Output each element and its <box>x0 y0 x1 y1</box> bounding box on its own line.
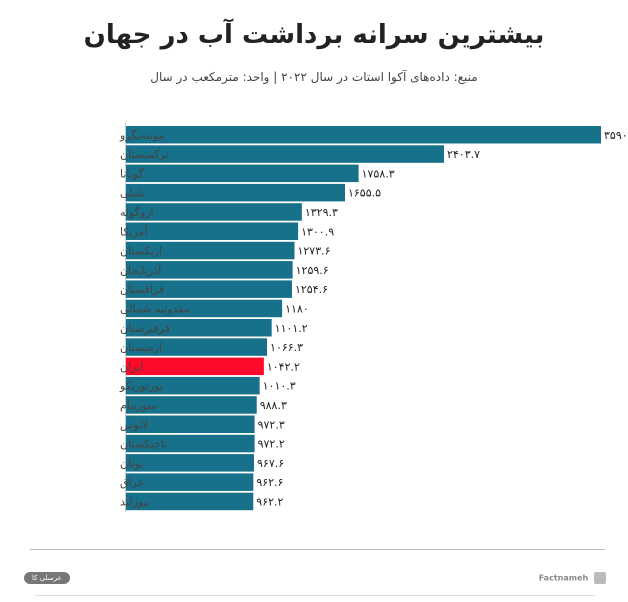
category-label: قزاقستان <box>120 283 164 296</box>
bar <box>126 299 283 318</box>
value-label: ۹۷۲.۲ <box>258 438 285 451</box>
bar <box>126 126 601 144</box>
value-label: ۹۸۸.۳ <box>260 399 287 412</box>
divider <box>30 549 605 550</box>
category-label: گویانا <box>120 167 145 180</box>
value-label: ۹۶۲.۲ <box>256 495 283 508</box>
category-label: پورتوریکو <box>119 380 163 393</box>
value-label: ۲۴۰۳.۷ <box>447 148 480 161</box>
value-label: ۱۰۱۰.۳ <box>263 380 296 393</box>
value-label: ۱۱۰۱.۲ <box>275 322 308 335</box>
category-label: مونته‌نگرو <box>119 129 164 142</box>
bar <box>126 203 302 221</box>
category-label: مقدونیه شمالی <box>120 302 190 315</box>
value-label: ۱۰۶۶.۳ <box>270 341 303 354</box>
bar <box>126 261 293 279</box>
bar <box>126 145 444 163</box>
bar <box>126 183 345 202</box>
brand: Factnameh <box>539 572 606 584</box>
value-label: ۹۶۲.۶ <box>256 476 283 489</box>
value-label: ۱۶۵۵.۵ <box>348 187 381 200</box>
value-label: ۱۳۲۹.۳ <box>305 206 338 219</box>
bar <box>126 280 292 298</box>
bar <box>126 434 255 453</box>
bar <box>126 492 254 511</box>
category-label: نیوزلند <box>120 495 150 508</box>
value-label: ۱۲۵۴.۶ <box>295 283 328 296</box>
category-label: ازبکستان <box>120 245 162 258</box>
value-label: ۱۲۵۹.۶ <box>296 264 329 277</box>
bar <box>126 473 254 491</box>
category-label: آذربایجان <box>120 263 162 277</box>
category-label: شیلی <box>120 187 145 200</box>
bar <box>126 222 299 240</box>
bar <box>126 396 257 414</box>
value-label: ۹۷۲.۳ <box>258 418 285 431</box>
bar <box>126 357 264 376</box>
category-label: لائوس <box>120 418 148 431</box>
value-label: ۱۰۴۲.۲ <box>267 360 300 373</box>
category-label: عراق <box>120 476 144 489</box>
chart-title: بیشترین سرانه برداشت آب در جهان <box>83 20 545 50</box>
value-label: ۹۶۷.۶ <box>257 457 284 470</box>
bar <box>126 241 295 260</box>
bar <box>126 338 268 356</box>
bar <box>126 415 255 433</box>
category-label: ایران <box>120 360 143 373</box>
category-label: یونان <box>120 457 143 470</box>
brand-logo-icon <box>594 572 606 584</box>
license-badge[interactable]: عرسلی کا <box>24 572 70 584</box>
bar <box>126 454 255 472</box>
chart-subtitle: منبع: داده‌های آکوا استات در سال ۲۰۲۲ | … <box>150 70 478 84</box>
divider <box>35 595 595 596</box>
category-label: قرقیزستان <box>120 322 170 335</box>
value-label: ۱۳۰۰.۹ <box>301 225 334 238</box>
category-label: آمریکا <box>120 224 148 238</box>
category-label: ارمنستان <box>120 341 162 354</box>
value-label: ۳۵۹۰.۷ <box>604 129 628 142</box>
bar <box>126 376 260 395</box>
category-label: سورینام <box>120 399 157 412</box>
bar <box>126 164 359 183</box>
value-label: ۱۲۷۳.۶ <box>297 245 330 258</box>
bar <box>126 319 272 337</box>
category-label: اروگوئه <box>120 206 154 219</box>
brand-name: Factnameh <box>538 573 589 583</box>
category-label: ترکمنستان <box>120 148 169 161</box>
category-label: تاجیکستان <box>120 438 167 451</box>
value-label: ۱۱۸۰ <box>285 302 309 315</box>
value-label: ۱۷۵۸.۳ <box>362 167 395 180</box>
